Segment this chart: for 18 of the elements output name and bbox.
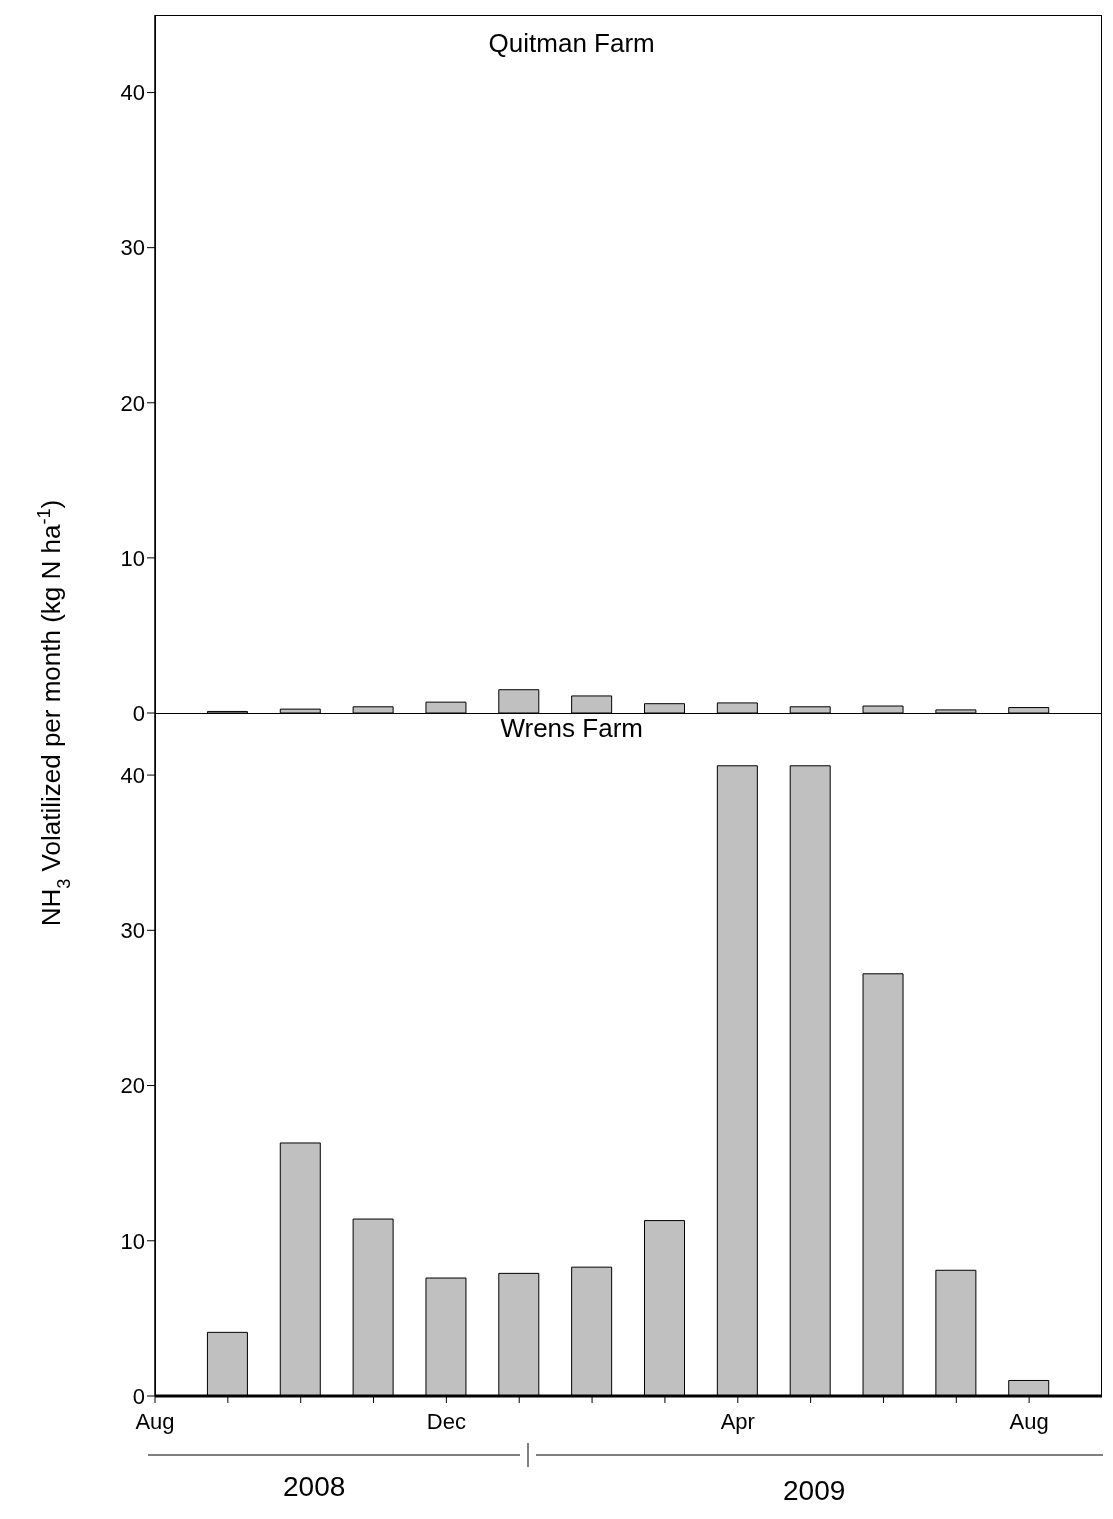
y-tick-label: 20 [120, 390, 145, 416]
text: 2009 [783, 1475, 846, 1507]
text: Quitman Farm [487, 28, 656, 59]
y-tick-label: 40 [120, 80, 145, 106]
chart-title: Wrens Farm [500, 713, 643, 743]
x-tick-label: Aug [1009, 1408, 1049, 1434]
y-tick-label: 10 [120, 1228, 145, 1254]
y-tick-label: 40 [120, 762, 145, 788]
text: 2008 [283, 1471, 346, 1503]
y-tick-label: 30 [120, 235, 145, 261]
y-tick-label: 30 [120, 918, 145, 944]
y-tick-label: 0 [132, 1383, 145, 1409]
x-tick-label: Dec [426, 1408, 466, 1434]
y-tick-label: 10 [120, 545, 145, 571]
y-tick-label: 0 [132, 700, 145, 726]
x-tick-label: Aug [135, 1408, 175, 1434]
x-tick-label: Apr [720, 1408, 755, 1434]
y-tick-label: 20 [120, 1073, 145, 1099]
